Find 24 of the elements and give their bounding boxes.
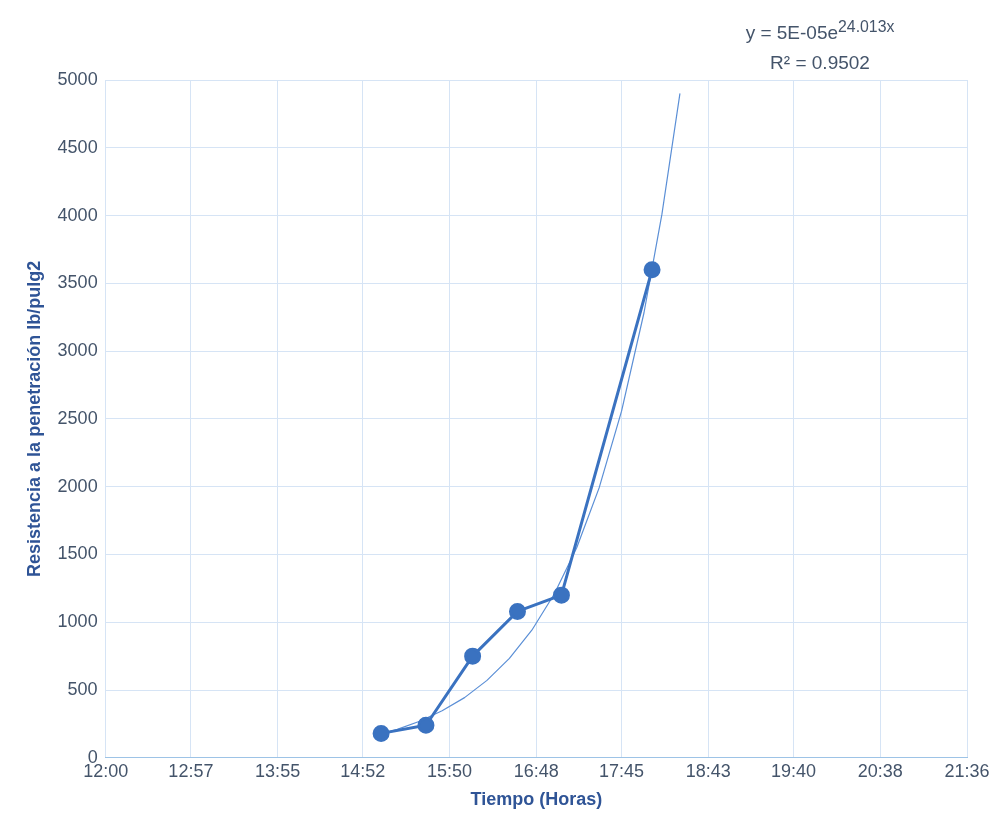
x-tick-label: 17:45 bbox=[599, 760, 645, 781]
text: y = 5E-05e$^{24.013x}$ bbox=[744, 17, 896, 46]
x-tick-label: 19:40 bbox=[771, 760, 817, 781]
y-tick-label: 2500 bbox=[57, 407, 98, 428]
y-tick-label: 500 bbox=[67, 678, 98, 699]
y-tick-label: 2000 bbox=[57, 475, 98, 496]
text: R² = 0.9502 bbox=[769, 51, 871, 76]
x-tick-label: 21:36 bbox=[944, 760, 990, 781]
y-axis-title: Resistencia a la penetración lb/pulg2 bbox=[23, 260, 44, 577]
x-tick-label: 16:48 bbox=[513, 760, 559, 781]
y-tick-label: 1500 bbox=[57, 543, 98, 564]
x-tick-label: 13:55 bbox=[255, 760, 301, 781]
y-tick-label: 1000 bbox=[57, 611, 98, 632]
y-tick-label: 3000 bbox=[57, 340, 98, 361]
y-tick-label: 5000 bbox=[57, 68, 98, 89]
x-tick-label: 20:38 bbox=[857, 760, 903, 781]
y-tick-label: 4500 bbox=[57, 136, 98, 157]
y-tick-label: 4000 bbox=[57, 204, 98, 225]
x-tick-label: 14:52 bbox=[340, 760, 386, 781]
x-axis-title: Tiempo (Horas) bbox=[470, 789, 603, 810]
y-tick-label: 3500 bbox=[57, 272, 98, 293]
x-tick-label: 15:50 bbox=[427, 760, 473, 781]
x-tick-label: 12:57 bbox=[168, 760, 214, 781]
x-tick-label: 18:43 bbox=[685, 760, 731, 781]
